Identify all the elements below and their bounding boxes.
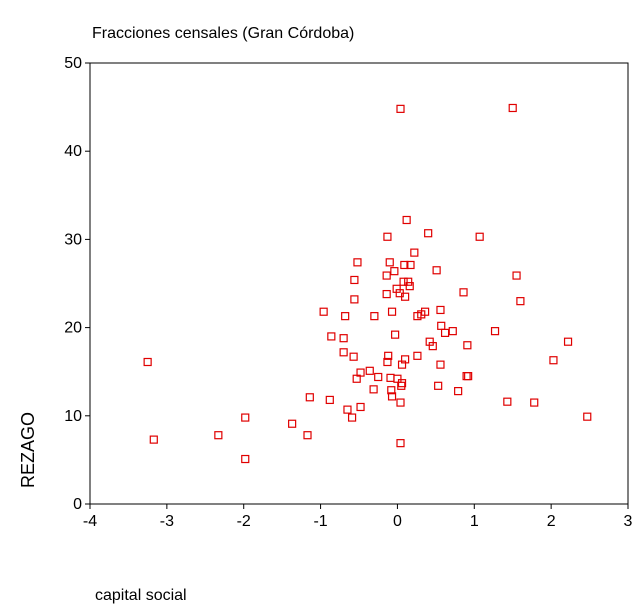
x-tick-label: -1: [313, 513, 327, 530]
plot-frame: [89, 62, 629, 505]
point: [508, 103, 517, 113]
point: [350, 275, 359, 285]
point: [241, 454, 250, 464]
point: [387, 307, 397, 316]
y-tick-label: 40: [64, 143, 82, 160]
y-tick-label: 50: [64, 55, 82, 72]
point: [384, 351, 393, 360]
point: [396, 439, 405, 448]
point: [512, 271, 521, 280]
point: [396, 398, 405, 407]
point: [516, 297, 525, 306]
point: [385, 258, 394, 267]
point: [397, 379, 407, 388]
y-tick-label: 0: [73, 496, 82, 513]
point: [374, 372, 383, 382]
point: [327, 332, 336, 341]
x-axis-label: capital social: [95, 587, 187, 604]
point: [549, 356, 558, 365]
point: [463, 341, 472, 350]
point: [356, 402, 365, 412]
point: [448, 327, 457, 336]
point: [383, 357, 392, 367]
point: [464, 372, 473, 381]
point: [383, 232, 392, 241]
x-tick-label: 2: [547, 513, 556, 530]
point: [401, 355, 410, 364]
point: [214, 431, 223, 440]
point: [325, 395, 334, 405]
y-axis-label: REZAGO: [18, 412, 38, 488]
y-tick-label: 20: [64, 320, 82, 337]
point: [387, 386, 396, 395]
point: [369, 385, 378, 394]
point: [387, 392, 397, 401]
point: [149, 435, 158, 444]
point: [404, 277, 413, 286]
point: [436, 360, 445, 369]
point: [370, 312, 379, 321]
point: [440, 328, 450, 337]
point: [459, 288, 468, 297]
chart-title: Fracciones censales (Gran Córdoba): [92, 25, 354, 42]
point: [399, 277, 408, 286]
point: [454, 387, 463, 396]
point: [420, 307, 430, 316]
point: [349, 352, 358, 361]
y-tick-label: 10: [64, 408, 82, 425]
point: [410, 248, 419, 257]
point: [424, 229, 433, 238]
point: [434, 381, 443, 390]
point: [391, 330, 400, 339]
point: [413, 351, 422, 360]
point: [143, 357, 152, 367]
point: [341, 312, 350, 321]
point: [390, 267, 399, 276]
point: [475, 232, 484, 241]
point: [319, 307, 328, 316]
point: [393, 374, 402, 383]
point: [353, 258, 362, 267]
point: [583, 412, 592, 421]
point: [436, 305, 445, 315]
point: [437, 321, 446, 330]
point: [356, 368, 365, 377]
point: [241, 413, 250, 422]
x-tick-label: -4: [83, 513, 97, 530]
x-tick-label: 3: [624, 513, 633, 530]
point: [402, 215, 411, 225]
point: [350, 295, 359, 304]
point: [428, 342, 437, 351]
point: [339, 348, 348, 357]
x-tick-label: -2: [237, 513, 251, 530]
point: [401, 292, 410, 301]
point: [397, 381, 406, 390]
point: [432, 266, 441, 275]
x-tick-label: 1: [470, 513, 479, 530]
point: [400, 260, 409, 270]
point: [503, 397, 512, 406]
point: [386, 373, 395, 382]
point: [347, 413, 357, 422]
point: [405, 282, 414, 291]
point: [343, 405, 352, 414]
point: [530, 398, 539, 407]
point: [339, 334, 348, 343]
point: [303, 431, 312, 440]
point: [490, 327, 500, 336]
point: [365, 366, 374, 375]
point: [288, 419, 297, 428]
point: [382, 271, 391, 280]
x-tick-label: -3: [160, 513, 174, 530]
point: [406, 260, 415, 270]
point: [563, 337, 573, 346]
point: [382, 289, 391, 299]
point: [396, 104, 405, 113]
x-tick-label: 0: [393, 513, 402, 530]
point: [305, 393, 314, 402]
y-tick-label: 30: [64, 231, 82, 248]
